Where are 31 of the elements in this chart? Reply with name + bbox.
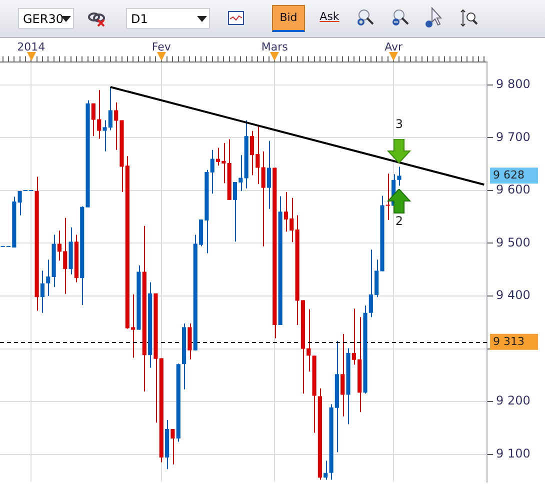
candlestick	[266, 140, 272, 210]
y-tick-label: 9 500	[496, 235, 530, 250]
x-tick-label: Mars	[261, 40, 288, 54]
y-tick-label: 9 100	[496, 446, 530, 460]
y-tick-label: 9 400	[496, 288, 530, 302]
candlestick	[261, 150, 266, 247]
text: 9 628	[493, 168, 524, 182]
ref-line-label: 9 313	[493, 334, 524, 348]
annotation: 3	[395, 116, 404, 131]
candlestick	[40, 270, 45, 314]
candlestick	[397, 166, 402, 186]
text: Ask	[318, 9, 340, 25]
y-tick-label: 9 800	[496, 77, 530, 92]
text: D1	[126, 8, 210, 29]
text: GER30	[18, 8, 74, 29]
candlestick	[210, 149, 214, 194]
candlestick	[340, 334, 345, 417]
y-tick-label: 9 700	[496, 130, 530, 144]
candlestick	[170, 428, 175, 465]
x-tick-label: Fev	[152, 40, 172, 54]
x-tick-label: Avr	[384, 40, 403, 54]
text: Bid	[272, 5, 305, 32]
y-tick-label: 9 600	[496, 182, 530, 197]
candlestick	[18, 190, 22, 216]
candlestick	[324, 460, 328, 480]
y-tick-label: 9 200	[496, 394, 530, 408]
annotation: 2	[395, 214, 404, 228]
candlestick	[386, 173, 390, 221]
candlestick	[46, 259, 50, 297]
candlestick	[188, 322, 192, 360]
x-tick-label: 2014	[17, 40, 46, 54]
